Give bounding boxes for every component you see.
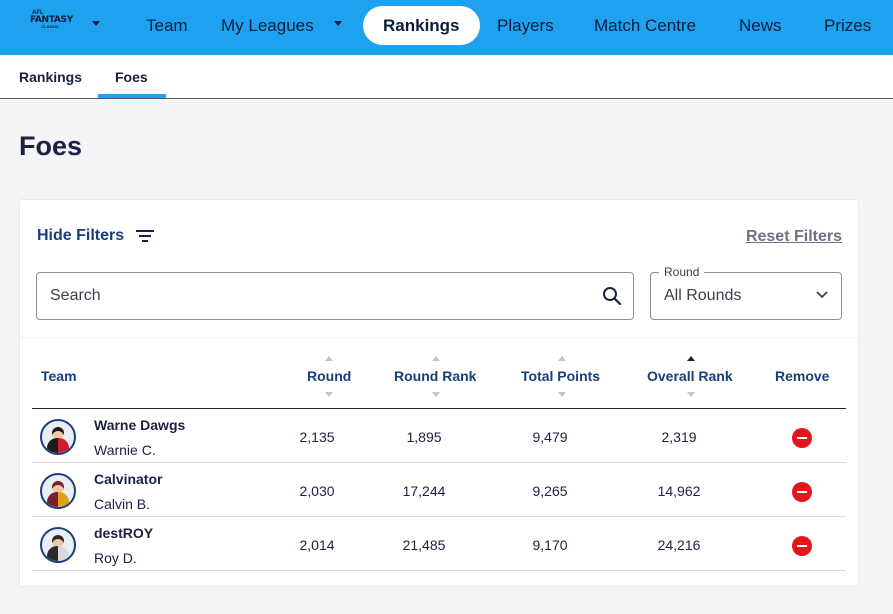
- remove-icon[interactable]: [792, 428, 812, 448]
- nav-item-my-leagues[interactable]: My Leagues: [221, 16, 314, 35]
- top-nav: AFL FANTASY CLASSIC Team My Leagues Rank…: [0, 0, 893, 55]
- my-leagues-chevron-down-icon[interactable]: [334, 21, 342, 26]
- subtab-rankings[interactable]: Rankings: [19, 69, 83, 85]
- hide-filters-button[interactable]: Hide Filters: [37, 227, 155, 245]
- sort-up-icon[interactable]: [558, 356, 566, 361]
- logo-chevron-down-icon[interactable]: [92, 21, 100, 26]
- nav-item-players[interactable]: Players: [497, 16, 554, 35]
- filter-icon: [136, 229, 155, 243]
- sort-up-icon[interactable]: [432, 356, 440, 361]
- team-name[interactable]: Warne Dawgs: [94, 417, 186, 433]
- table-row[interactable]: Calvinator Calvin B. 2,030 17,244 9,265 …: [32, 463, 846, 517]
- header-team: Team: [41, 368, 77, 384]
- divider: [20, 337, 858, 338]
- sub-nav: Rankings Foes: [0, 55, 893, 99]
- nav-item-match-centre[interactable]: Match Centre: [594, 16, 697, 35]
- nav-item-news[interactable]: News: [739, 16, 782, 35]
- round-rank: 21,485: [402, 537, 446, 553]
- table-row[interactable]: Warne Dawgs Warnie C. 2,135 1,895 9,479 …: [32, 409, 846, 463]
- header-total-points[interactable]: Total Points: [521, 368, 601, 384]
- round-select[interactable]: Round All Rounds: [650, 265, 842, 320]
- table-header-divider: [32, 408, 846, 409]
- search-field: [36, 272, 634, 320]
- hide-filters-label: Hide Filters: [37, 227, 125, 244]
- total-points: 9,170: [532, 537, 568, 553]
- reset-filters-link[interactable]: Reset Filters: [745, 228, 842, 245]
- team-name[interactable]: Calvinator: [94, 471, 163, 487]
- round-score: 2,014: [299, 537, 335, 553]
- sort-down-icon[interactable]: [687, 392, 695, 397]
- afl-fantasy-logo[interactable]: AFL FANTASY CLASSIC: [30, 10, 73, 42]
- remove-icon[interactable]: [792, 536, 812, 556]
- overall-rank: 14,962: [657, 483, 701, 499]
- nav-item-team[interactable]: Team: [146, 16, 188, 35]
- coach-name: Roy D.: [94, 550, 137, 566]
- remove-icon[interactable]: [792, 482, 812, 502]
- logo-text-classic: CLASSIC: [41, 24, 59, 29]
- round-select-value: All Rounds: [664, 287, 742, 304]
- nav-item-prizes[interactable]: Prizes: [824, 16, 872, 35]
- sort-down-icon[interactable]: [325, 392, 333, 397]
- coach-name: Calvin B.: [94, 496, 151, 512]
- team-name[interactable]: destROY: [94, 525, 154, 541]
- foes-card: Hide Filters Reset Filters Round All Rou…: [19, 199, 859, 587]
- sort-up-active-icon[interactable]: [687, 356, 695, 361]
- round-select-label: Round: [659, 265, 705, 279]
- team-avatar: [40, 527, 76, 563]
- sort-down-icon[interactable]: [432, 392, 440, 397]
- team-avatar: [40, 419, 76, 455]
- subtab-foes[interactable]: Foes: [98, 55, 166, 98]
- coach-name: Warnie C.: [94, 442, 156, 458]
- header-round-rank[interactable]: Round Rank: [394, 368, 477, 384]
- chevron-down-icon: [816, 291, 828, 299]
- sort-up-icon[interactable]: [325, 356, 333, 361]
- team-avatar: [40, 473, 76, 509]
- overall-rank: 24,216: [657, 537, 701, 553]
- logo-text-afl: AFL: [32, 10, 44, 16]
- search-input[interactable]: [37, 273, 577, 319]
- logo-text-fantasy: FANTASY: [30, 15, 73, 25]
- page-title: Foes: [19, 131, 83, 161]
- total-points: 9,265: [532, 483, 568, 499]
- header-remove: Remove: [775, 368, 830, 384]
- search-icon[interactable]: [602, 286, 622, 306]
- header-overall-rank[interactable]: Overall Rank: [647, 368, 733, 384]
- overall-rank: 2,319: [661, 429, 697, 445]
- round-score: 2,135: [299, 429, 335, 445]
- round-rank: 1,895: [406, 429, 442, 445]
- sort-down-icon[interactable]: [558, 392, 566, 397]
- header-round[interactable]: Round: [307, 368, 352, 384]
- nav-item-rankings[interactable]: Rankings: [363, 6, 480, 45]
- round-score: 2,030: [299, 483, 335, 499]
- table-row[interactable]: destROY Roy D. 2,014 21,485 9,170 24,216: [32, 517, 846, 571]
- total-points: 9,479: [532, 429, 568, 445]
- round-rank: 17,244: [402, 483, 446, 499]
